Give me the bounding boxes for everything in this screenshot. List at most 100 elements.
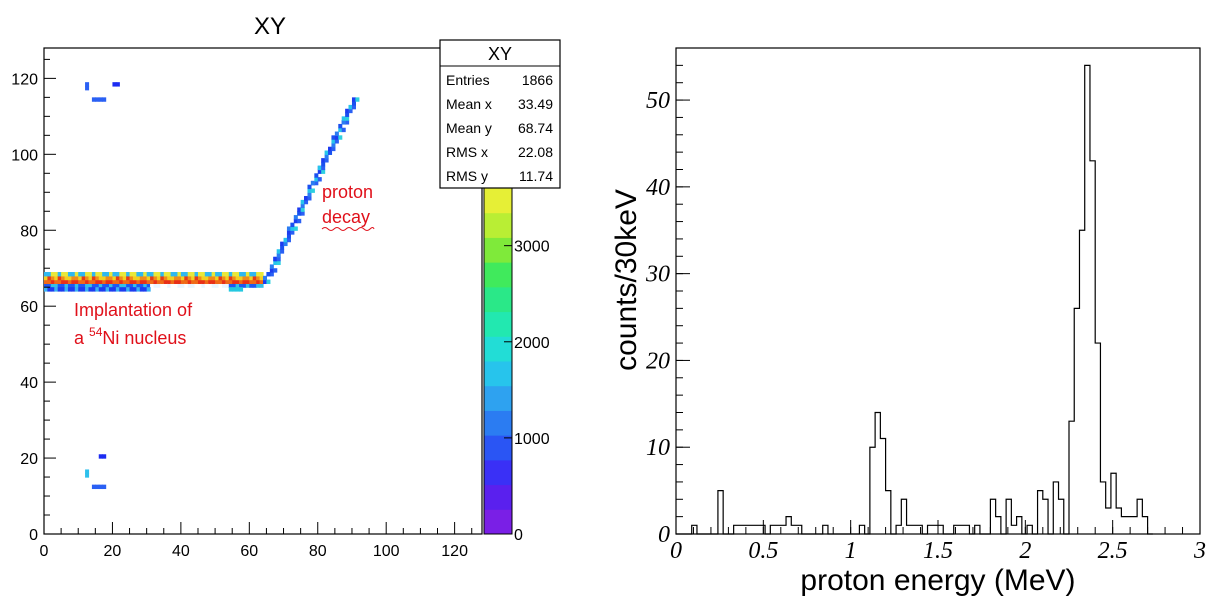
- heatmap-band-cell: [153, 279, 158, 285]
- heatmap-band-cell: [71, 283, 76, 288]
- heatmap-band-cell: [150, 279, 155, 285]
- heatmap-band-cell: [78, 287, 83, 292]
- heatmap-track-cell: [314, 173, 319, 178]
- colorbar-segment: [484, 410, 512, 436]
- heatmap-band-cell: [122, 287, 127, 292]
- heatmap-track-cell: [280, 245, 285, 250]
- heatmap-band-cell: [228, 283, 233, 288]
- heatmap-band-cell: [129, 279, 134, 285]
- heatmap-band-cell: [187, 283, 192, 288]
- stats-row-value: 1866: [522, 72, 553, 88]
- heatmap-band-cell: [44, 287, 49, 292]
- heatmap-title: XY: [254, 13, 286, 40]
- heatmap-track-cell: [317, 165, 322, 171]
- heatmap-band-cell: [54, 287, 59, 292]
- heatmap-band-cell: [143, 275, 148, 281]
- heatmap-band-cell: [184, 275, 189, 281]
- heatmap-band-cell: [180, 283, 185, 288]
- heatmap-band-cell: [146, 283, 151, 288]
- heatmap-band-cell: [109, 272, 114, 277]
- heatmap-x-tick-label: 80: [309, 543, 327, 560]
- heatmap-band-cell: [95, 275, 100, 281]
- heatmap-track-cell: [321, 161, 326, 167]
- heatmap-track-cell: [286, 230, 291, 235]
- heatmap-band-cell: [249, 272, 254, 277]
- heatmap-band-cell: [228, 275, 233, 281]
- heatmap-band-cell: [50, 279, 55, 285]
- heatmap-band-cell: [194, 283, 199, 288]
- heatmap-track-cell: [263, 275, 268, 281]
- heatmap-band-cell: [177, 272, 182, 277]
- heatmap-band-cell: [74, 272, 79, 277]
- heatmap-band-cell: [64, 275, 69, 281]
- heatmap-cluster-cell: [85, 473, 90, 478]
- heatmap-band-cell: [211, 275, 216, 281]
- heatmap-band-cell: [163, 279, 168, 285]
- heatmap-track-cell: [293, 226, 298, 231]
- heatmap-band-cell: [54, 275, 59, 281]
- heatmap-band-cell: [139, 272, 144, 277]
- heatmap-band-cell: [239, 283, 244, 288]
- heatmap-band-cell: [194, 279, 199, 285]
- heatmap-band-cell: [132, 287, 137, 292]
- heatmap-x-axis: 0 20 40 60 80 100 120: [40, 522, 473, 560]
- heatmap-track-cell: [321, 158, 326, 163]
- heatmap-band-cell: [153, 272, 158, 277]
- heatmap-cluster-cell: [102, 484, 107, 490]
- heatmap-band-cell: [74, 287, 79, 292]
- heatmap-track-cell: [345, 112, 350, 117]
- heatmap-band-cell: [85, 275, 90, 281]
- heatmap-track-cell: [338, 135, 343, 140]
- heatmap-band-cell: [88, 279, 93, 285]
- heatmap-band-cell: [174, 272, 179, 277]
- histogram-x-tick-label: 2: [1019, 538, 1031, 564]
- heatmap-band-cell: [98, 287, 103, 292]
- heatmap-band-cell: [119, 287, 124, 292]
- histogram-y-tick-label: 20: [646, 348, 670, 374]
- heatmap-band-cell: [44, 275, 49, 281]
- colorbar-segment: [484, 361, 512, 387]
- colorbar-axis: 0 1000 2000 3000: [504, 239, 550, 544]
- heatmap-band-cell: [259, 272, 264, 277]
- colorbar-segment: [484, 459, 512, 486]
- colorbar-tick-label: 0: [514, 527, 523, 544]
- heatmap-x-tick-label: 40: [172, 543, 190, 560]
- heatmap-x-tick-label: 0: [40, 543, 49, 560]
- stats-box-rows: Entries 1866 Mean x 33.49 Mean y 68.74 RMS x 22…: [446, 72, 553, 184]
- heatmap-band-cell: [191, 275, 196, 281]
- heatmap-track-cell: [280, 241, 285, 247]
- heatmap-band-cell: [245, 275, 250, 281]
- heatmap-band-cell: [74, 279, 79, 285]
- heatmap-band-cell: [57, 279, 62, 285]
- heatmap-band-cell: [150, 275, 155, 281]
- heatmap-track-cell: [286, 234, 291, 239]
- heatmap-cluster-cell: [91, 484, 96, 490]
- heatmap-band-cell: [184, 272, 189, 277]
- heatmap-band-cell: [174, 279, 179, 285]
- heatmap-track-cell: [307, 192, 312, 197]
- colorbar-segment: [484, 212, 512, 238]
- heatmap-track-cell: [273, 256, 278, 262]
- xy-heatmap-chart: XY 0 20 40 60 80 100 120 0 20 40 60 80 100 120 0 1000…: [11, 13, 561, 560]
- heatmap-band-cell: [208, 279, 213, 285]
- heatmap-band-cell: [78, 272, 83, 277]
- heatmap-track-cell: [297, 207, 302, 212]
- heatmap-band-cell: [64, 279, 69, 285]
- heatmap-band-cell: [204, 279, 209, 285]
- heatmap-band-cell: [215, 275, 220, 281]
- heatmap-track-cell: [351, 97, 356, 102]
- heatmap-band-cell: [109, 275, 114, 281]
- heatmap-band-cell: [215, 279, 220, 285]
- heatmap-band-cell: [105, 283, 110, 288]
- heatmap-band-cell: [112, 275, 117, 281]
- heatmap-band-cell: [232, 283, 237, 288]
- heatmap-band-cell: [163, 275, 168, 281]
- heatmap-band-cell: [221, 272, 226, 277]
- heatmap-band-cell: [126, 283, 131, 288]
- heatmap-track-cell: [328, 150, 333, 155]
- heatmap-track-cell: [290, 226, 295, 231]
- heatmap-track-cell: [286, 237, 291, 243]
- heatmap-band-cell: [156, 275, 161, 281]
- heatmap-band-cell: [115, 283, 120, 288]
- heatmap-track-cell: [304, 196, 309, 201]
